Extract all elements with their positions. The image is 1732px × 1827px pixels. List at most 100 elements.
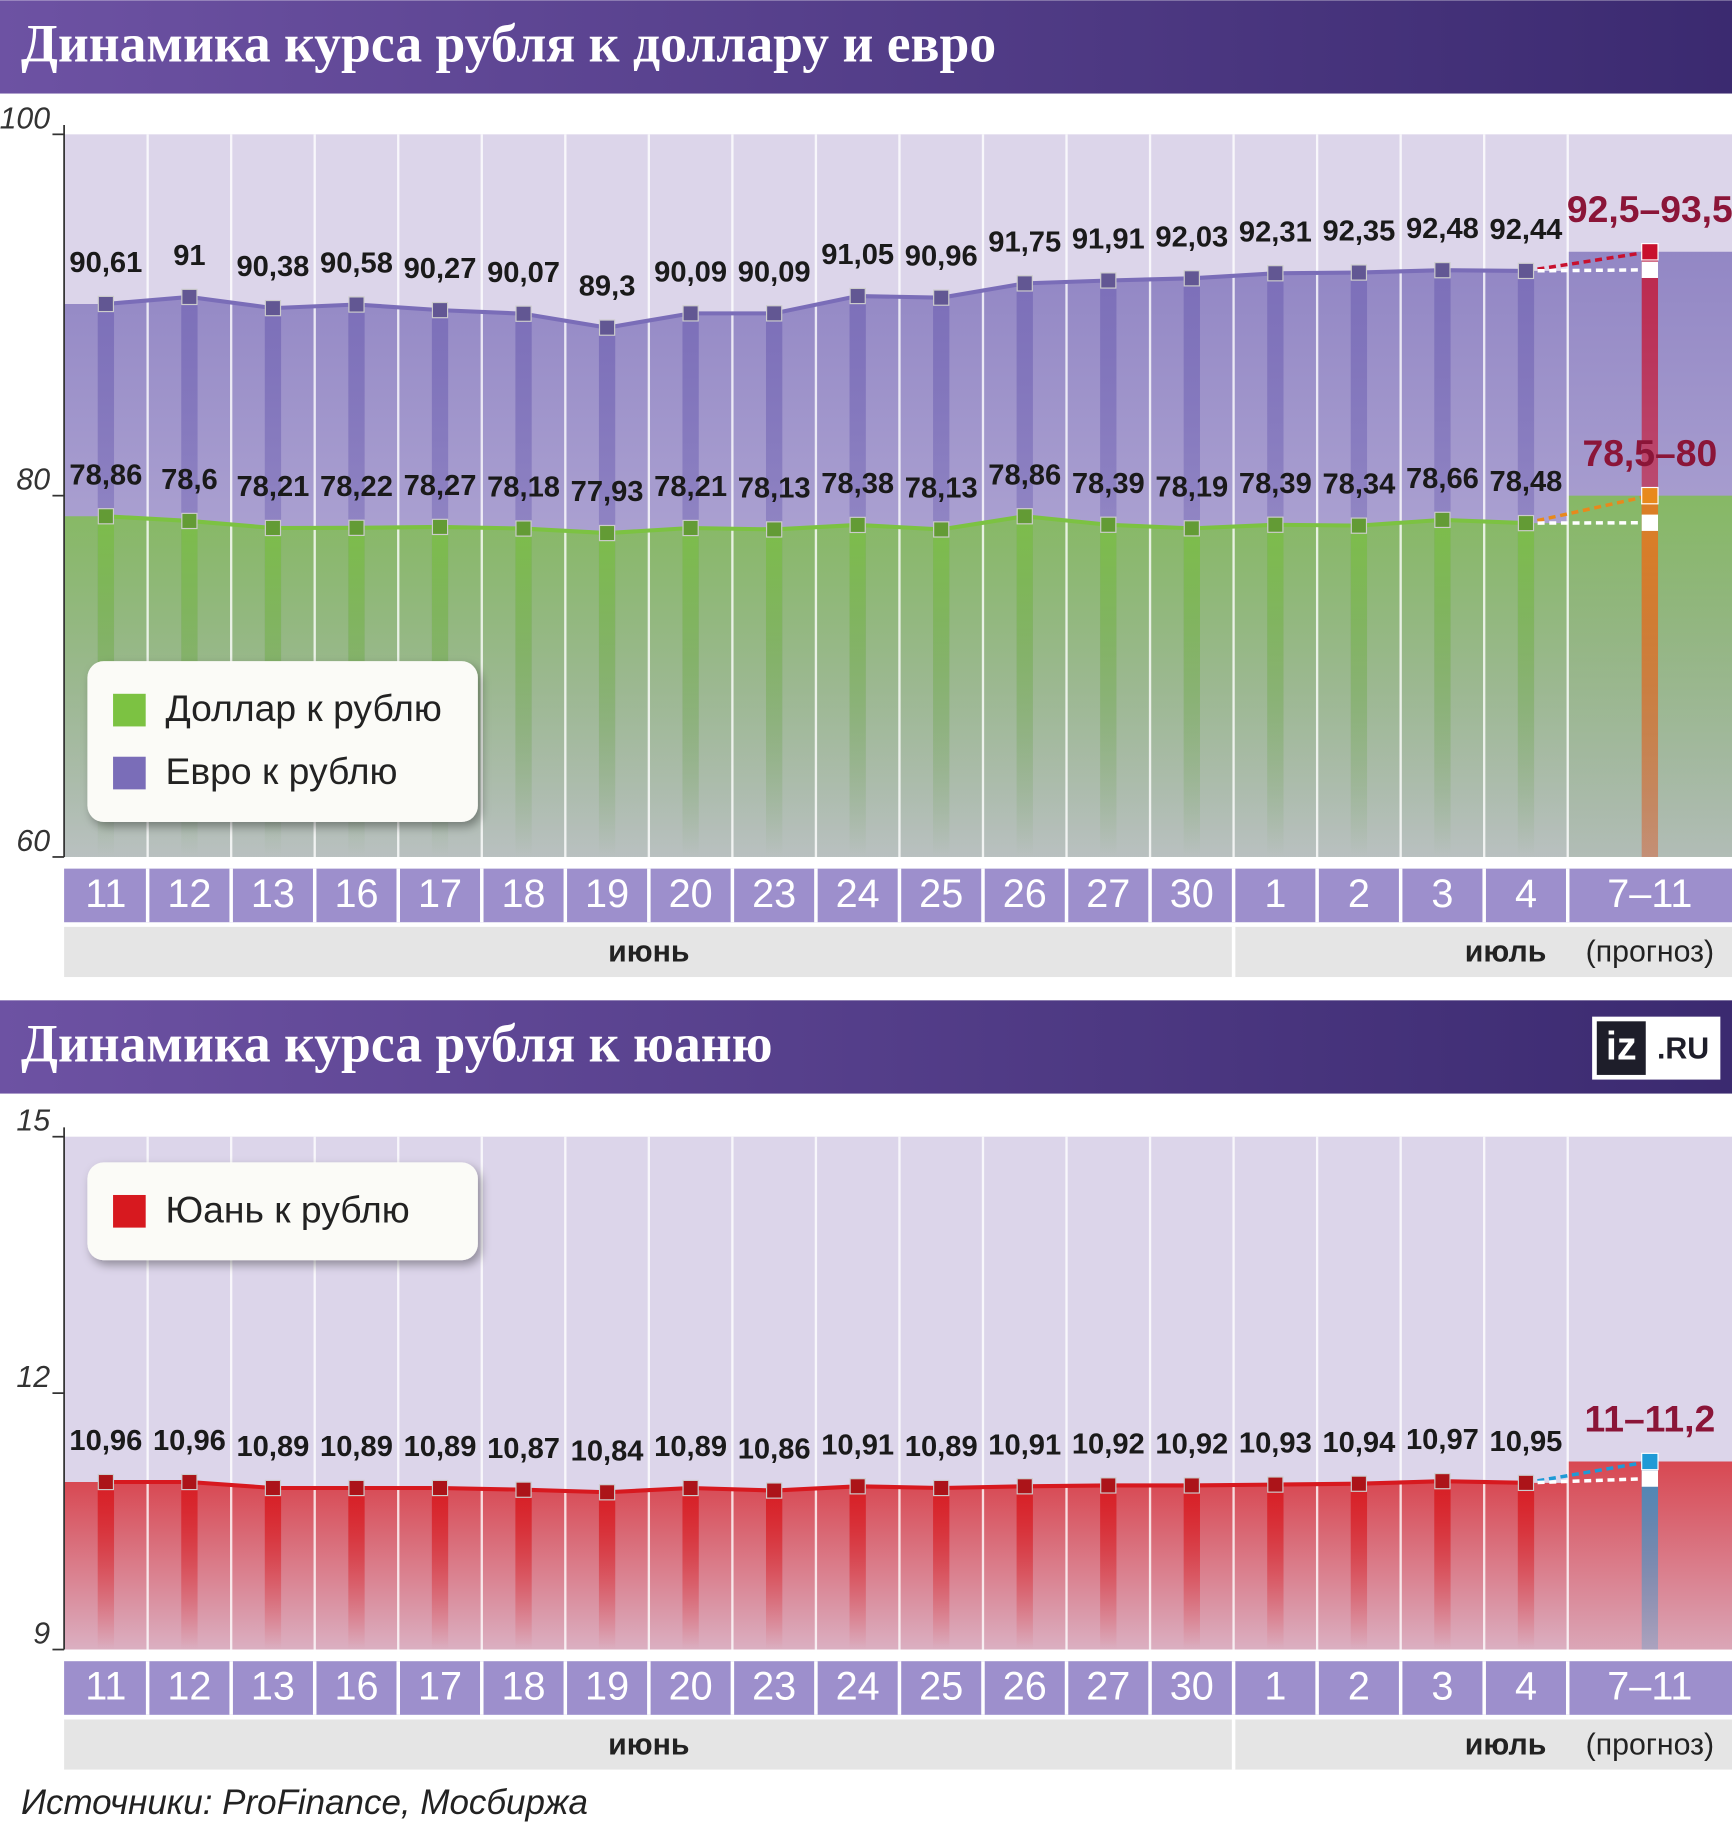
point	[431, 301, 449, 319]
y-tick-label: 60	[16, 825, 50, 858]
value-label: 78,27	[404, 470, 477, 502]
logo-ru: .RU	[1657, 1032, 1709, 1065]
point	[682, 305, 699, 322]
value-label: 78,39	[1072, 468, 1145, 500]
value-label: 10,84	[571, 1435, 645, 1467]
logo-mark	[1596, 1021, 1646, 1075]
x-tick-label: 3	[1431, 1665, 1453, 1709]
legend-label: Юань к рублю	[166, 1188, 410, 1230]
forecast-low	[1641, 514, 1659, 531]
x-tick-label: 17	[418, 1665, 462, 1709]
value-label: 10,92	[1155, 1428, 1228, 1460]
point	[598, 524, 616, 542]
x-tick-label: 1	[1264, 872, 1286, 916]
forecast-low	[1641, 261, 1659, 278]
x-tick-label: 13	[251, 1665, 295, 1709]
drop-bar	[1267, 524, 1284, 857]
x-tick-label: 27	[1086, 1665, 1130, 1709]
x-tick-label: 1	[1264, 1665, 1286, 1709]
value-label: 78,39	[1239, 468, 1312, 500]
point	[515, 1481, 532, 1498]
point	[1434, 1473, 1451, 1490]
month-label: июль	[1465, 1728, 1547, 1761]
point	[598, 1484, 616, 1501]
value-label: 78,6	[161, 464, 218, 496]
value-label: 92,35	[1322, 216, 1395, 248]
value-label: 90,96	[905, 241, 978, 273]
drop-bar	[181, 1482, 198, 1650]
series-line	[105, 514, 1527, 536]
value-label: 78,19	[1155, 471, 1228, 503]
x-tick-label: 19	[585, 872, 629, 916]
point	[1517, 514, 1535, 532]
drop-bar	[1517, 523, 1535, 857]
forecast-bar	[1641, 1461, 1659, 1650]
value-label: 92,44	[1490, 214, 1564, 246]
point	[933, 521, 950, 538]
month-label: июнь	[608, 1728, 689, 1761]
x-tick-label: 30	[1170, 872, 1214, 916]
chart-title: Динамика курса рубля к юаню	[21, 1014, 773, 1074]
drop-bar	[431, 1487, 449, 1650]
forecast-note: (прогноз)	[1586, 936, 1714, 969]
point	[264, 299, 282, 317]
value-label: 92,48	[1406, 213, 1479, 245]
x-tick-label: 26	[1003, 872, 1047, 916]
point	[264, 519, 282, 537]
point	[1183, 1477, 1200, 1494]
value-label: 10,93	[1239, 1428, 1312, 1460]
point	[97, 295, 115, 313]
point	[682, 1479, 699, 1497]
x-tick-label: 19	[585, 1665, 629, 1709]
x-tick-label: 13	[251, 872, 295, 916]
point	[598, 319, 616, 336]
drop-bar	[1267, 1484, 1284, 1650]
x-tick-label: 11	[85, 1665, 126, 1709]
drop-bar	[933, 1487, 950, 1650]
x-tick-label: 16	[334, 1665, 378, 1709]
drop-bar	[682, 527, 699, 857]
point	[849, 1478, 866, 1495]
point	[1100, 516, 1117, 533]
drop-bar	[1100, 1485, 1117, 1650]
value-label: 10,97	[1406, 1424, 1479, 1456]
drop-bar	[765, 529, 783, 857]
point	[765, 521, 783, 538]
drop-bar	[849, 524, 866, 857]
x-tick-label: 7–11	[1607, 872, 1692, 916]
value-label: 10,94	[1322, 1427, 1396, 1459]
forecast-low	[1641, 1470, 1659, 1487]
point	[1350, 1475, 1368, 1492]
title-bar	[0, 1000, 1732, 1094]
value-label: 78,13	[738, 472, 811, 504]
month-label: июнь	[608, 936, 689, 969]
drop-bar	[765, 1490, 783, 1650]
y-tick-label: 15	[16, 1105, 50, 1138]
point	[1100, 272, 1117, 289]
legend-swatch	[113, 756, 146, 790]
x-tick-label: 20	[669, 1665, 713, 1709]
forecast-bar	[1641, 495, 1659, 857]
point	[348, 296, 365, 313]
drop-bar	[1100, 524, 1117, 857]
value-label: 78,86	[69, 459, 142, 491]
point	[431, 1479, 449, 1497]
x-tick-label: 18	[502, 872, 546, 916]
point	[431, 518, 449, 536]
drop-bar	[1016, 1486, 1033, 1650]
point	[264, 1479, 282, 1497]
value-label: 78,21	[236, 471, 309, 503]
point	[682, 519, 699, 537]
forecast-dash-low	[1525, 1476, 1650, 1485]
point	[1267, 516, 1284, 533]
value-label: 78,18	[487, 472, 560, 504]
point	[1183, 270, 1200, 287]
drop-bar	[1434, 1481, 1451, 1650]
point	[1517, 262, 1535, 280]
value-label: 91,75	[988, 226, 1061, 258]
value-label: 10,89	[905, 1431, 978, 1463]
drop-bar	[1350, 525, 1368, 857]
logo-iz: iz	[1606, 1025, 1637, 1069]
month-bar	[64, 926, 1732, 978]
legend-box	[87, 661, 478, 823]
